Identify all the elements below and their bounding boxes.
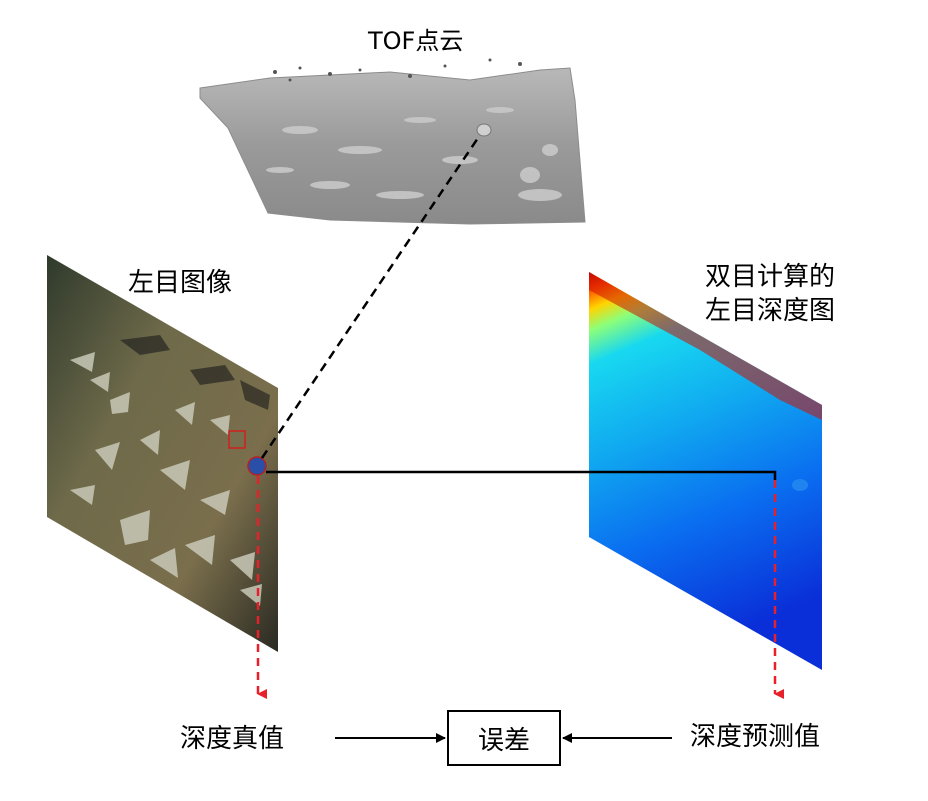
left-camera-image — [47, 255, 278, 652]
stereo-depth-label-line1: 双目计算的 — [705, 262, 836, 292]
error-box: 误差 — [447, 710, 561, 766]
blue-dot-marker-icon — [247, 456, 267, 476]
depth-true-label: 深度真值 — [180, 724, 285, 754]
tof-target-point — [476, 123, 492, 137]
depth-correspondence-line — [266, 470, 777, 480]
depth-pred-label: 深度预测值 — [690, 722, 821, 752]
left-image-label: 左目图像 — [128, 268, 233, 298]
tof-correspondence-line — [260, 134, 482, 459]
stereo-depth-label-line2: 左目深度图 — [705, 296, 836, 326]
red-square-roi-icon — [228, 430, 246, 449]
tof-point-cloud — [199, 58, 586, 225]
tof-point-cloud-label: TOF点云 — [368, 27, 464, 55]
